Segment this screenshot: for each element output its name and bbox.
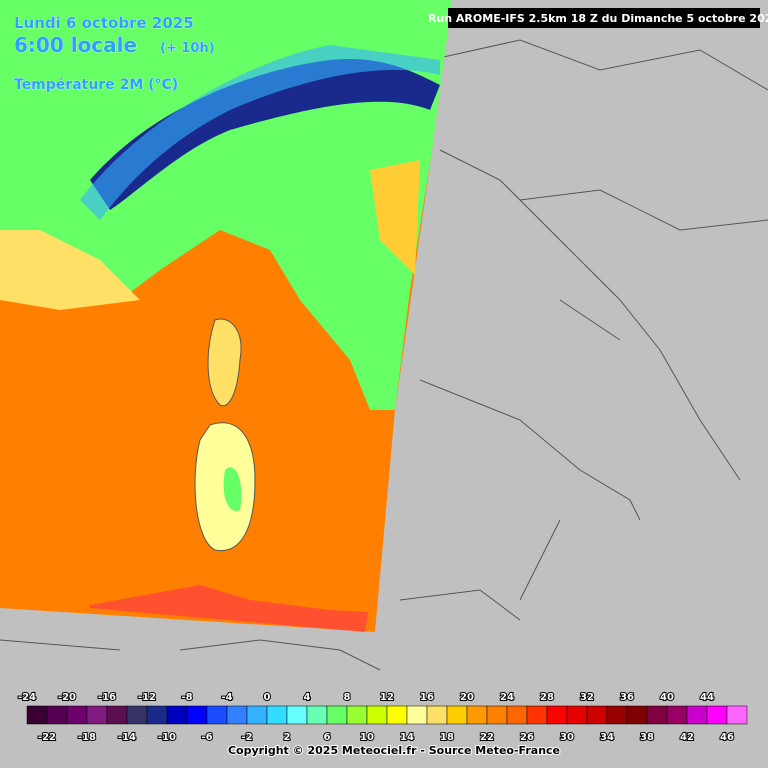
legend-label: -20 (58, 692, 76, 703)
legend-swatch (106, 705, 128, 725)
variable: Température 2M (°C) (14, 77, 178, 93)
legend-label: 2 (284, 732, 291, 743)
borders (0, 39, 768, 671)
legend-swatch (206, 705, 228, 725)
legend-label: -22 (38, 732, 56, 743)
legend-label: 42 (680, 732, 694, 743)
legend-swatch (286, 705, 308, 725)
legend-swatch (626, 705, 648, 725)
corsica (207, 318, 242, 407)
legend-swatch (346, 705, 368, 725)
legend-swatch (166, 705, 188, 725)
legend-label: 26 (520, 732, 534, 743)
legend-label: 44 (700, 692, 714, 703)
legend-swatch (466, 705, 488, 725)
time: 6:00 locale (14, 33, 137, 57)
legend-swatch (386, 705, 408, 725)
legend-swatch (506, 705, 528, 725)
adriatic-coast (370, 160, 420, 275)
legend-swatch (446, 705, 468, 725)
legend-label: 4 (304, 692, 311, 703)
legend-swatch (26, 705, 48, 725)
legend-swatch (646, 705, 668, 725)
legend-swatch (606, 705, 628, 725)
legend-swatch (486, 705, 508, 725)
legend-label: 22 (480, 732, 494, 743)
legend-label: 8 (344, 692, 351, 703)
legend-swatch (526, 705, 548, 725)
legend-swatch (126, 705, 148, 725)
legend-label: 12 (380, 692, 394, 703)
legend-label: -10 (158, 732, 176, 743)
legend-label: 14 (400, 732, 414, 743)
legend-swatch (86, 705, 108, 725)
legend-label: -14 (118, 732, 136, 743)
legend-label: -18 (78, 732, 96, 743)
legend-swatch (566, 705, 588, 725)
run-info: Run AROME-IFS 2.5km 18 Z du Dimanche 5 o… (428, 12, 768, 25)
legend: -24-22-20-18-16-14-12-10-8-6-4-202468101… (17, 691, 748, 744)
legend-swatch (186, 705, 208, 725)
legend-swatch (686, 705, 708, 725)
legend-swatch (326, 705, 348, 725)
legend-swatch (706, 705, 728, 725)
legend-label: 0 (264, 692, 271, 703)
legend-label: -2 (241, 732, 252, 743)
legend-swatch (46, 705, 68, 725)
legend-label: 24 (500, 692, 514, 703)
legend-label: -12 (138, 692, 156, 703)
legend-label: 16 (420, 692, 434, 703)
legend-swatch (666, 705, 688, 725)
alps (90, 59, 440, 210)
legend-label: -24 (18, 692, 36, 703)
legend-label: 6 (324, 732, 331, 743)
legend-label: 46 (720, 732, 734, 743)
warm-zone (90, 585, 368, 632)
legend-label: 18 (440, 732, 454, 743)
legend-label: 20 (460, 692, 474, 703)
copyright: Copyright © 2025 Meteociel.fr - Source M… (228, 744, 560, 757)
legend-label: -8 (181, 692, 192, 703)
alps-slopes (80, 45, 440, 220)
legend-swatch (366, 705, 388, 725)
legend-swatch (426, 705, 448, 725)
legend-label: 10 (360, 732, 374, 743)
legend-swatch (266, 705, 288, 725)
date: Lundi 6 octobre 2025 (14, 14, 194, 32)
legend-label: 40 (660, 692, 674, 703)
legend-label: -4 (221, 692, 232, 703)
legend-swatch (726, 705, 748, 725)
legend-swatch (546, 705, 568, 725)
legend-swatch (226, 705, 248, 725)
legend-label: -16 (98, 692, 116, 703)
legend-label: 34 (600, 732, 614, 743)
legend-swatch (246, 705, 268, 725)
legend-swatch (66, 705, 88, 725)
sardinia-highlands (223, 467, 242, 511)
coast-warm (0, 230, 140, 310)
legend-swatch (146, 705, 168, 725)
legend-label: 28 (540, 692, 554, 703)
legend-label: 38 (640, 732, 654, 743)
legend-label: 30 (560, 732, 574, 743)
legend-swatch (586, 705, 608, 725)
run-box (448, 8, 760, 28)
legend-swatch (306, 705, 328, 725)
lead-time: (+ 10h) (160, 41, 215, 56)
legend-label: 32 (580, 692, 594, 703)
legend-label: 36 (620, 692, 634, 703)
legend-swatch (406, 705, 428, 725)
legend-label: -6 (201, 732, 212, 743)
